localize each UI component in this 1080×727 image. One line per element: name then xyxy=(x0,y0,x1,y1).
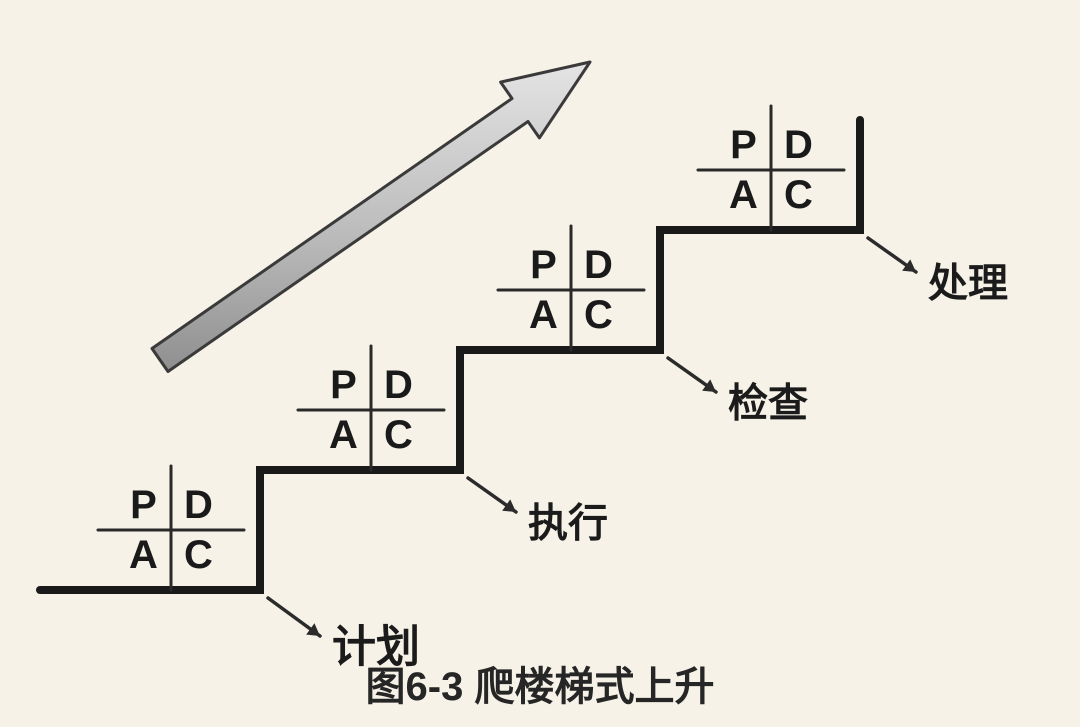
pdca-cell-p: P xyxy=(330,363,357,407)
pdca-cell-c: C xyxy=(784,173,813,217)
pdca-cell-d: D xyxy=(384,363,413,407)
pdca-cell-c: C xyxy=(184,533,213,577)
pdca-cell-p: P xyxy=(130,483,157,527)
pdca-cell-p: P xyxy=(530,243,557,287)
staircase-pdca-diagram: PDAC计划PDAC执行PDAC检查PDAC处理图6-3 爬楼梯式上升 xyxy=(0,0,1080,727)
pdca-cell-d: D xyxy=(784,123,813,167)
pdca-cell-p: P xyxy=(730,123,757,167)
pdca-cell-d: D xyxy=(584,243,613,287)
pdca-cell-a: A xyxy=(329,413,358,457)
pdca-cell-a: A xyxy=(729,173,758,217)
pdca-cell-a: A xyxy=(529,293,558,337)
diagram-stage: PDAC计划PDAC执行PDAC检查PDAC处理图6-3 爬楼梯式上升 xyxy=(0,0,1080,727)
pdca-cell-c: C xyxy=(384,413,413,457)
pdca-cell-d: D xyxy=(184,483,213,527)
pdca-cell-c: C xyxy=(584,293,613,337)
step-label-act: 处理 xyxy=(928,262,1008,306)
step-label-check: 检查 xyxy=(728,382,808,426)
pdca-cell-a: A xyxy=(129,533,158,577)
step-label-do: 执行 xyxy=(528,502,608,546)
figure-caption: 图6-3 爬楼梯式上升 xyxy=(366,665,715,709)
